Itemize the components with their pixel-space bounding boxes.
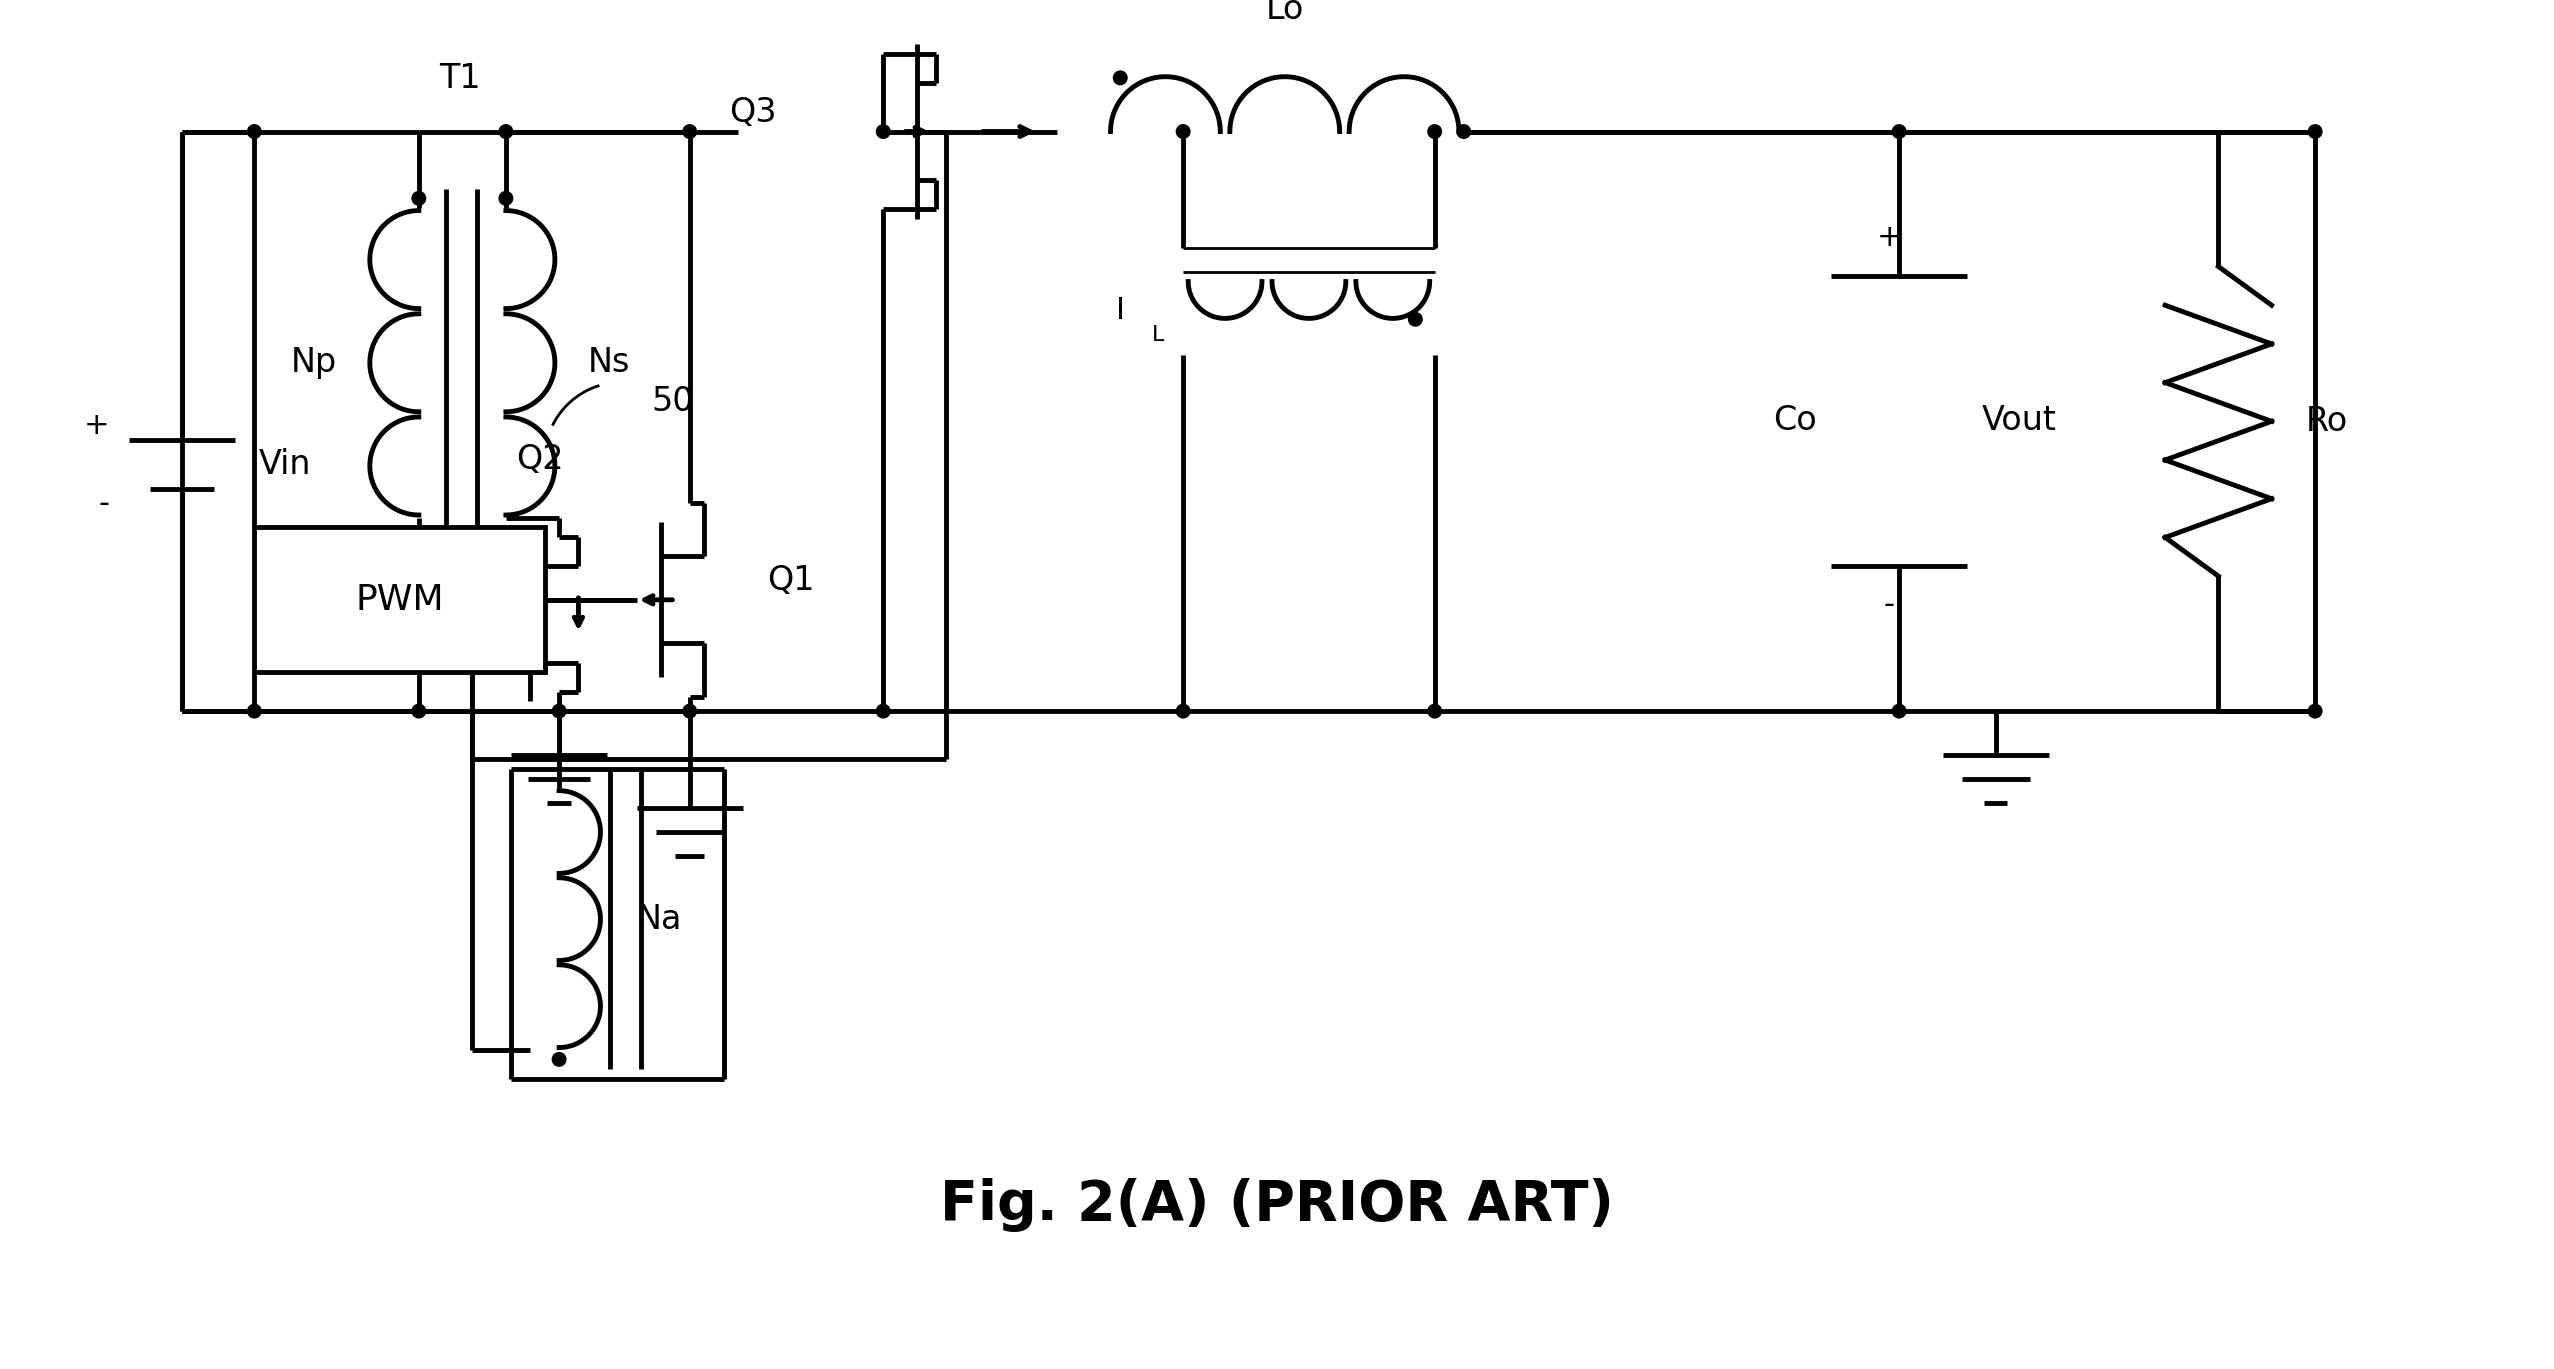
Text: Q2: Q2	[516, 444, 564, 476]
Circle shape	[1177, 704, 1190, 717]
Circle shape	[1177, 125, 1190, 138]
Text: T1: T1	[439, 62, 480, 94]
Text: Lo: Lo	[1267, 0, 1305, 26]
Circle shape	[552, 704, 567, 717]
Text: Co: Co	[1772, 404, 1816, 437]
Text: 50: 50	[651, 385, 695, 418]
Text: Q3: Q3	[730, 96, 776, 129]
Text: +: +	[84, 411, 110, 441]
Circle shape	[1456, 125, 1471, 138]
Text: L: L	[1152, 324, 1165, 345]
Text: PWM: PWM	[355, 583, 444, 617]
Text: I: I	[1116, 296, 1126, 324]
Circle shape	[498, 192, 513, 205]
Circle shape	[1114, 71, 1126, 85]
Circle shape	[552, 1053, 567, 1066]
Circle shape	[1428, 125, 1440, 138]
Circle shape	[1893, 704, 1905, 717]
Text: Ns: Ns	[587, 346, 631, 379]
Circle shape	[498, 125, 513, 138]
Circle shape	[876, 704, 889, 717]
Circle shape	[2309, 704, 2322, 717]
Text: Vin: Vin	[258, 448, 312, 481]
Text: Na: Na	[636, 902, 682, 935]
Circle shape	[248, 704, 261, 717]
Circle shape	[1428, 704, 1440, 717]
Circle shape	[411, 192, 427, 205]
Circle shape	[876, 125, 889, 138]
Circle shape	[1893, 125, 1905, 138]
Text: -: -	[97, 489, 110, 517]
Circle shape	[682, 125, 697, 138]
Bar	[255, 527, 544, 672]
Text: +: +	[1877, 223, 1903, 252]
Circle shape	[2309, 125, 2322, 138]
Text: Ro: Ro	[2306, 405, 2347, 438]
Circle shape	[682, 704, 697, 717]
Text: Np: Np	[291, 346, 337, 379]
Circle shape	[1410, 312, 1423, 326]
Circle shape	[248, 125, 261, 138]
Circle shape	[411, 704, 427, 717]
Text: -: -	[1885, 590, 1895, 619]
Text: Vout: Vout	[1982, 404, 2056, 437]
Text: Q1: Q1	[766, 564, 815, 597]
Text: Fig. 2(A) (PRIOR ART): Fig. 2(A) (PRIOR ART)	[940, 1177, 1614, 1232]
